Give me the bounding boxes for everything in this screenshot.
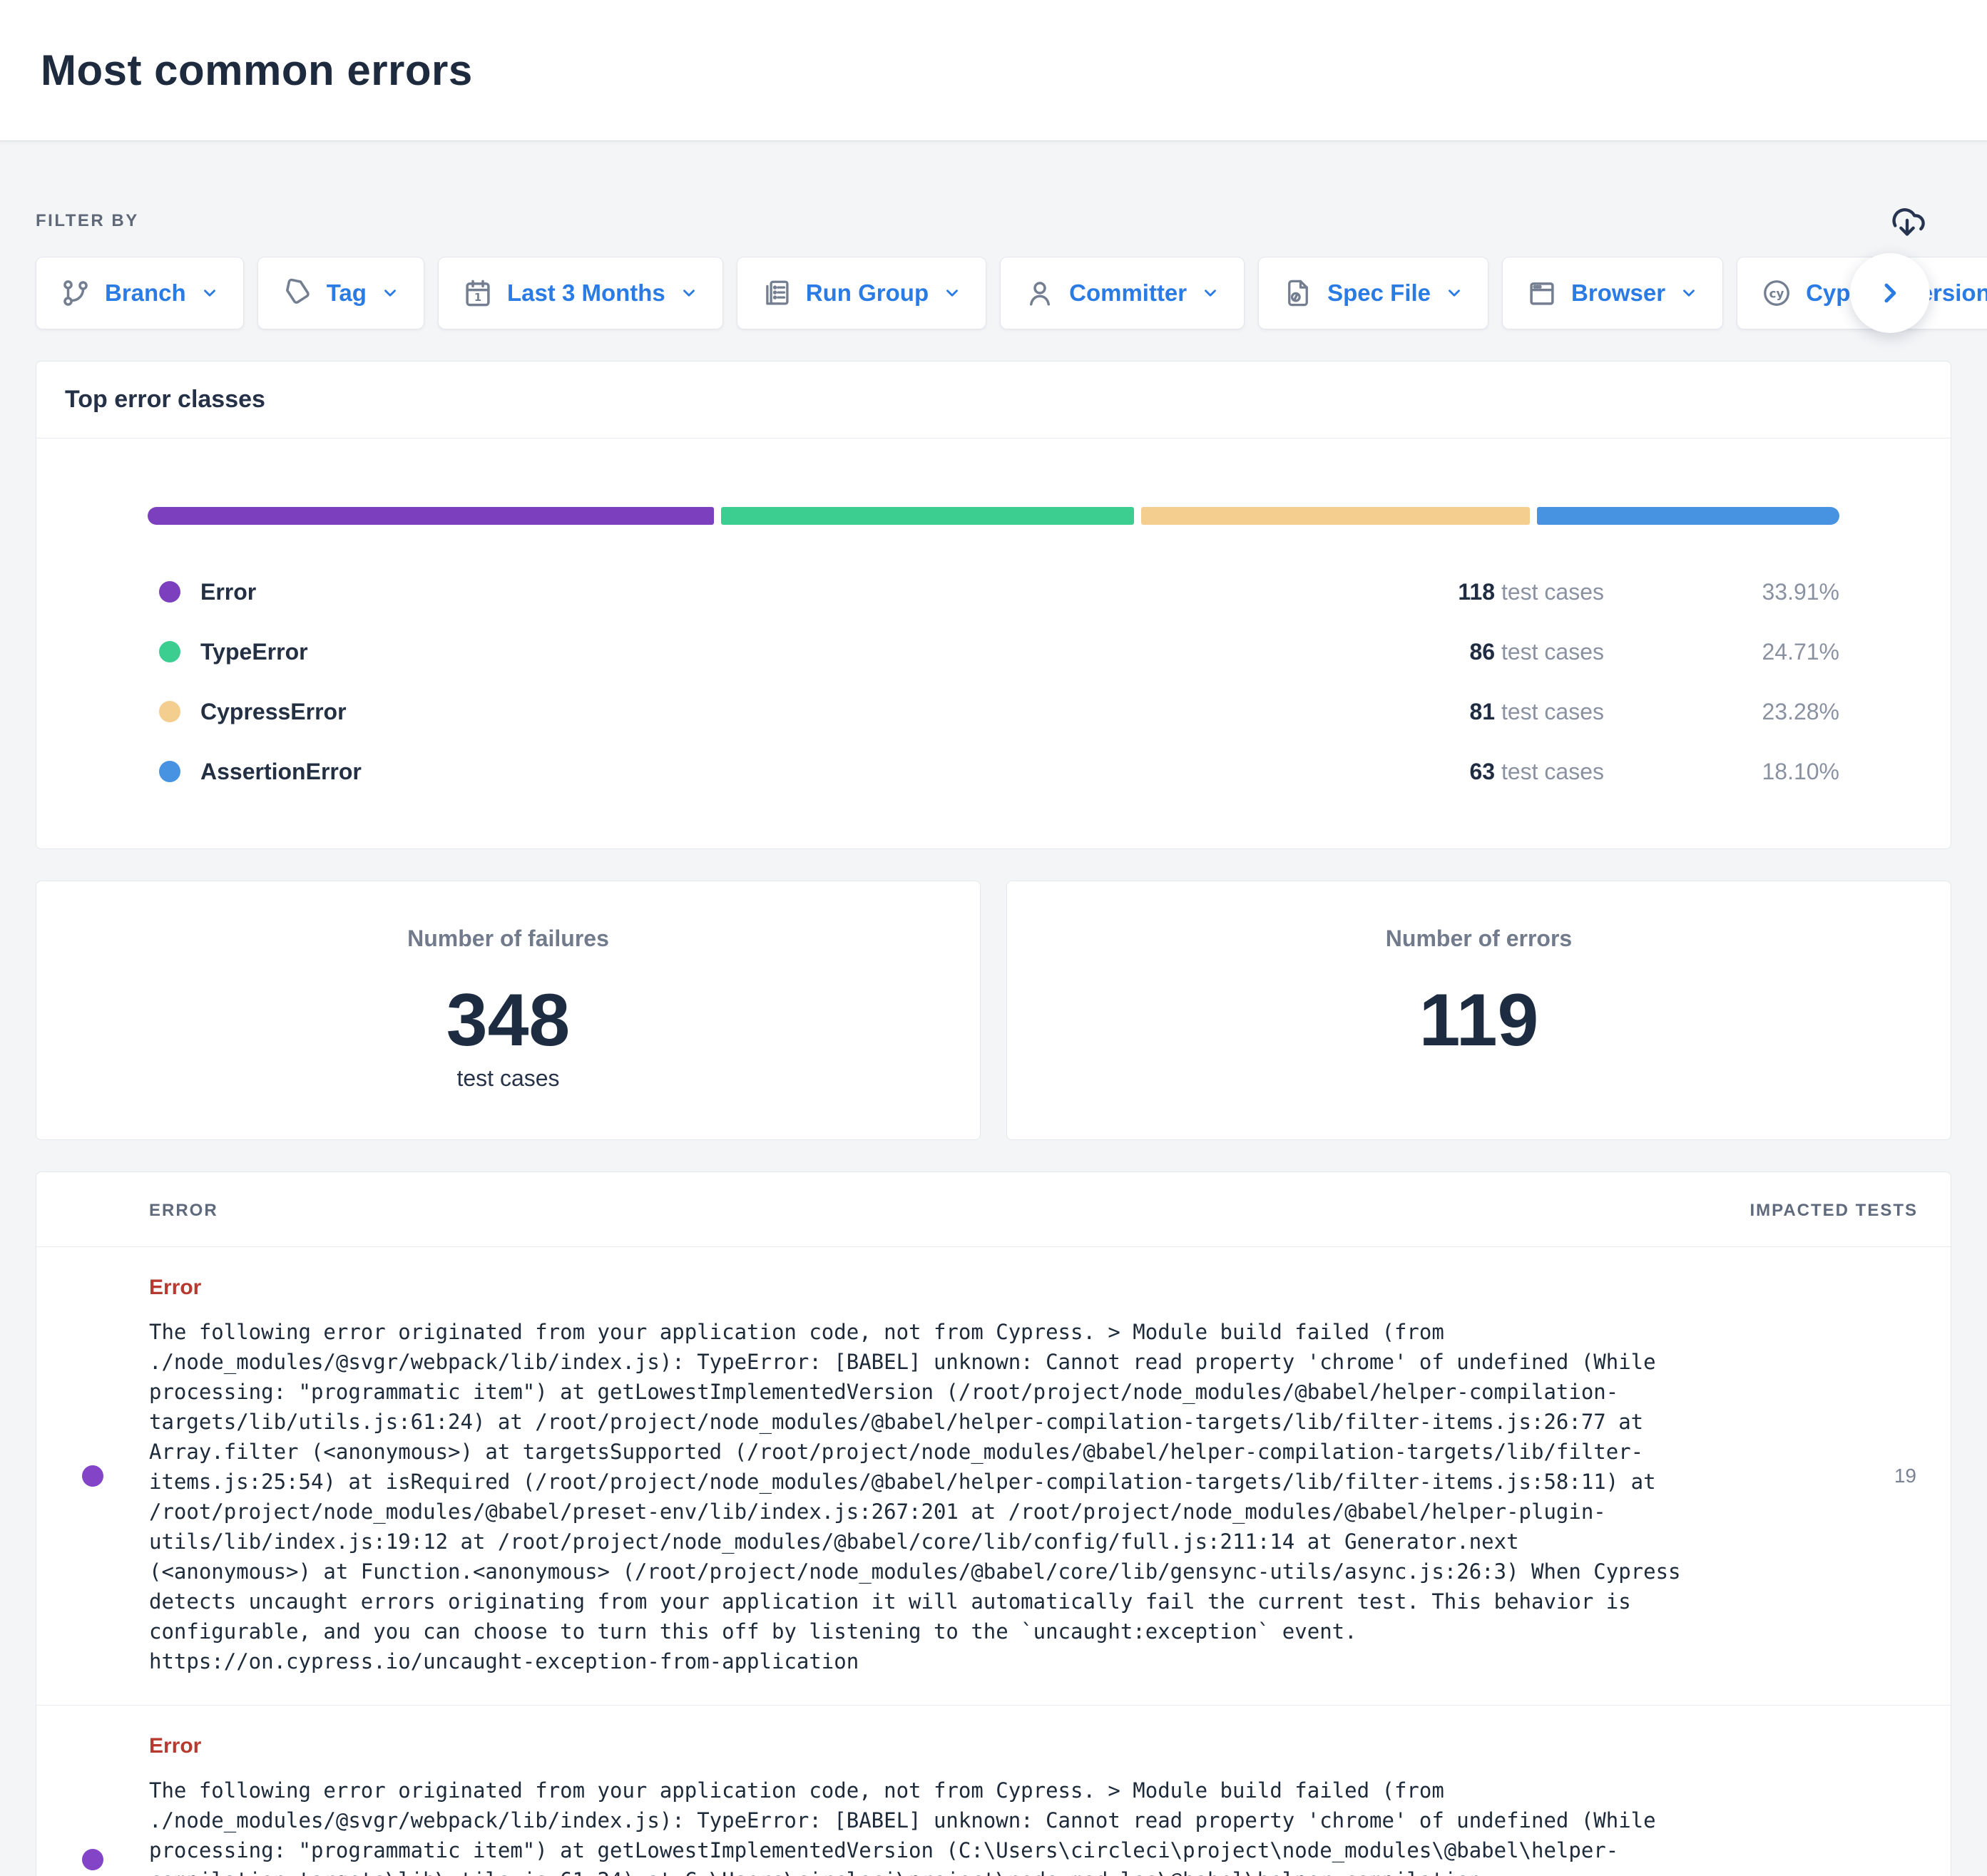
legend-dot bbox=[159, 581, 180, 603]
filter-tag-button[interactable]: Tag bbox=[257, 257, 424, 329]
chevron-down-icon bbox=[200, 284, 219, 302]
filter-tag-label: Tag bbox=[326, 280, 367, 306]
browser-window-icon bbox=[1527, 278, 1557, 308]
chevron-down-icon bbox=[1445, 284, 1464, 302]
bar-segment-assertionerror bbox=[1537, 507, 1839, 525]
column-header-impacted-tests: IMPACTED TESTS bbox=[1750, 1201, 1918, 1221]
stat-value: 119 bbox=[1419, 979, 1539, 1062]
chevron-right-icon bbox=[1876, 279, 1904, 307]
legend-row-error: Error 118 test cases 33.91% bbox=[148, 562, 1839, 622]
stat-title: Number of failures bbox=[407, 926, 609, 951]
legend-percent: 33.91% bbox=[1762, 578, 1839, 605]
filter-row: Branch Tag 1 Last 3 Months bbox=[36, 253, 1987, 333]
legend-row-cypresserror: CypressError 81 test cases 23.28% bbox=[148, 682, 1839, 742]
table-row[interactable]: Error The following error originated fro… bbox=[36, 1705, 1951, 1876]
stat-unit: test cases bbox=[456, 1065, 560, 1092]
legend-count: 81 test cases bbox=[1469, 698, 1604, 724]
table-row[interactable]: Error The following error originated fro… bbox=[36, 1247, 1951, 1705]
legend-name: AssertionError bbox=[200, 758, 362, 784]
filter-spec-file-label: Spec File bbox=[1327, 280, 1431, 306]
chevron-down-icon bbox=[943, 284, 961, 302]
error-class-dot bbox=[82, 1465, 103, 1487]
page-header: Most common errors bbox=[0, 0, 1987, 141]
legend-count: 86 test cases bbox=[1469, 638, 1604, 665]
chevron-down-icon bbox=[1201, 284, 1220, 302]
filter-browser-button[interactable]: Browser bbox=[1502, 257, 1724, 329]
errors-table: ERROR IMPACTED TESTS Error The following… bbox=[36, 1172, 1951, 1876]
chevron-down-icon bbox=[680, 284, 698, 302]
filter-branch-button[interactable]: Branch bbox=[36, 257, 244, 329]
legend-dot bbox=[159, 761, 180, 782]
error-class-legend: Error 118 test cases 33.91% TypeError 86… bbox=[148, 562, 1839, 801]
filter-browser-label: Browser bbox=[1571, 280, 1666, 306]
impacted-tests-count: 19 bbox=[1894, 1465, 1916, 1487]
filter-branch-label: Branch bbox=[105, 280, 186, 306]
number-of-failures-card: Number of failures 348 test cases bbox=[36, 881, 981, 1141]
filter-date-range-label: Last 3 Months bbox=[506, 280, 665, 306]
chevron-down-icon bbox=[1680, 284, 1698, 302]
tag-icon bbox=[282, 278, 312, 308]
error-message: The following error originated from your… bbox=[149, 1320, 1681, 1674]
bar-segment-error bbox=[148, 507, 715, 525]
error-class-distribution-bar bbox=[148, 507, 1839, 525]
filter-run-group-label: Run Group bbox=[805, 280, 929, 306]
stat-value: 348 bbox=[446, 979, 571, 1062]
filter-date-range-button[interactable]: 1 Last 3 Months bbox=[437, 257, 723, 329]
stat-title: Number of errors bbox=[1385, 926, 1573, 951]
error-class-label: Error bbox=[149, 1276, 202, 1300]
git-branch-icon bbox=[61, 278, 91, 308]
column-header-error: ERROR bbox=[149, 1201, 218, 1221]
svg-text:1: 1 bbox=[474, 291, 481, 304]
page-title: Most common errors bbox=[41, 46, 473, 94]
page-content: FILTER BY Branch Tag bbox=[0, 203, 1987, 1876]
legend-row-assertionerror: AssertionError 63 test cases 18.10% bbox=[148, 742, 1839, 801]
legend-row-typeerror: TypeError 86 test cases 24.71% bbox=[148, 622, 1839, 682]
legend-percent: 24.71% bbox=[1762, 638, 1839, 665]
error-class-dot bbox=[82, 1849, 103, 1871]
error-message: The following error originated from your… bbox=[149, 1778, 1656, 1876]
chevron-down-icon bbox=[381, 284, 399, 302]
number-of-errors-card: Number of errors 119 bbox=[1006, 881, 1951, 1141]
bar-segment-typeerror bbox=[721, 507, 1134, 525]
cloud-download-icon[interactable] bbox=[1889, 203, 1926, 240]
calendar-icon: 1 bbox=[463, 278, 493, 308]
legend-name: Error bbox=[200, 578, 257, 605]
committer-person-icon bbox=[1025, 278, 1055, 308]
error-class-label: Error bbox=[149, 1734, 202, 1758]
run-group-icon bbox=[762, 278, 792, 308]
spec-file-icon bbox=[1283, 278, 1313, 308]
filter-spec-file-button[interactable]: Spec File bbox=[1258, 257, 1489, 329]
legend-percent: 18.10% bbox=[1762, 758, 1839, 784]
filter-by-label: FILTER BY bbox=[36, 211, 139, 230]
errors-table-header: ERROR IMPACTED TESTS bbox=[36, 1172, 1951, 1248]
filter-committer-button[interactable]: Committer bbox=[1000, 257, 1245, 329]
legend-name: TypeError bbox=[200, 638, 308, 665]
legend-dot bbox=[159, 641, 180, 662]
filter-committer-label: Committer bbox=[1069, 280, 1187, 306]
cypress-version-icon: cy bbox=[1762, 278, 1792, 308]
legend-name: CypressError bbox=[200, 698, 347, 724]
legend-dot bbox=[159, 701, 180, 722]
stat-unit bbox=[1007, 1065, 1951, 1092]
top-error-classes-title: Top error classes bbox=[36, 362, 1951, 439]
scroll-filters-next-button[interactable] bbox=[1850, 253, 1930, 333]
legend-percent: 23.28% bbox=[1762, 698, 1839, 724]
top-error-classes-card: Top error classes Error 118 test cases 3… bbox=[36, 361, 1951, 849]
legend-count: 63 test cases bbox=[1469, 758, 1604, 784]
legend-count: 118 test cases bbox=[1458, 578, 1604, 605]
bar-segment-cypresserror bbox=[1140, 507, 1531, 525]
svg-text:cy: cy bbox=[1769, 287, 1784, 300]
filter-run-group-button[interactable]: Run Group bbox=[736, 257, 987, 329]
